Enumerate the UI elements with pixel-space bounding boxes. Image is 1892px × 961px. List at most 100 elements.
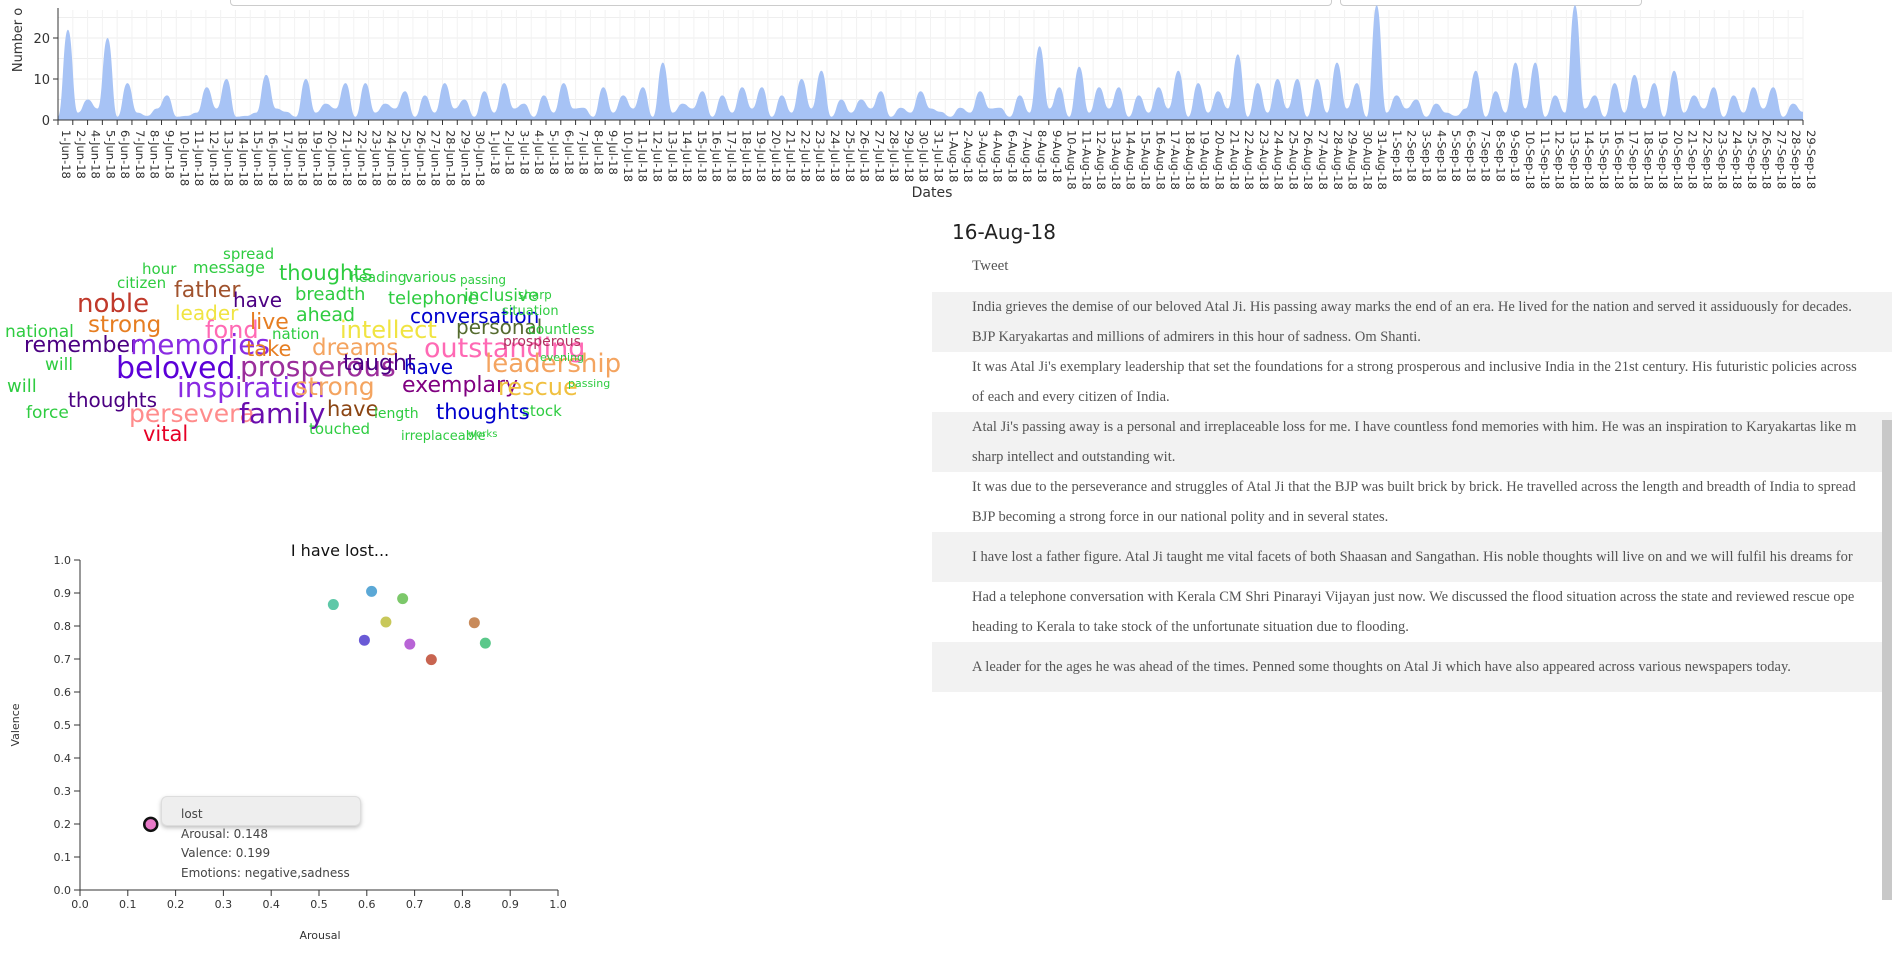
tweet-row[interactable]: I have lost a father figure. Atal Ji tau… <box>932 532 1892 582</box>
word-cloud: spread hour message thoughts citizen father he… <box>0 240 640 470</box>
y-tick-label: 0.2 <box>54 818 72 831</box>
top-toolbar <box>0 0 1892 6</box>
x-tick-label: 21-Jun-18 <box>340 130 354 186</box>
top-input-field[interactable] <box>230 0 1332 6</box>
x-tick-label: 18-Jul-18 <box>739 130 753 182</box>
y-tick-label: 0.5 <box>54 719 72 732</box>
x-tick-label: 24-Sep-18 <box>1730 130 1744 189</box>
x-tick-label: 17-Jun-18 <box>281 130 295 186</box>
tweet-row[interactable]: A leader for the ages he was ahead of th… <box>932 642 1892 692</box>
word-cloud-word: inclusive <box>464 286 539 306</box>
x-tick-label: 7-Sep-18 <box>1479 130 1493 182</box>
x-tick-label: 15-Sep-18 <box>1597 130 1611 189</box>
x-tick-label: 0.3 <box>215 898 233 911</box>
x-tick-label: 13-Aug-18 <box>1109 130 1123 190</box>
word-cloud-word: intellect <box>340 316 437 344</box>
tweet-text-line: It was Atal Ji's exemplary leadership th… <box>972 359 1857 375</box>
x-tick-label: 8-Jul-18 <box>591 130 605 175</box>
x-tick-label: 31-Jul-18 <box>932 130 946 182</box>
x-tick-label: 19-Sep-18 <box>1656 130 1670 189</box>
y-tick-label: 0 <box>42 114 50 129</box>
x-tick-label: 25-Jul-18 <box>843 130 857 182</box>
data-point <box>380 616 392 628</box>
word-cloud-word: conversation <box>410 304 540 328</box>
word-cloud-word: noble <box>77 289 150 319</box>
x-tick-label: 20-Aug-18 <box>1212 130 1226 190</box>
x-tick-label: 11-Jul-18 <box>636 130 650 182</box>
word-cloud-word: strong <box>295 372 375 401</box>
x-tick-label: 5-Sep-18 <box>1449 130 1463 182</box>
tweet-text-line: It was due to the perseverance and strug… <box>972 479 1856 495</box>
x-tick-label: 5-Jul-18 <box>547 130 561 175</box>
y-axis-label: Number o <box>11 8 26 72</box>
tweet-text-line: heading to Kerala to take stock of the u… <box>972 619 1409 635</box>
tweet-row[interactable]: India grieves the demise of our beloved … <box>932 292 1892 352</box>
word-cloud-word: touched <box>309 420 371 438</box>
tweet-row[interactable]: Had a telephone conversation with Kerala… <box>932 582 1892 642</box>
word-cloud-word: national <box>5 322 74 342</box>
word-cloud-word: sharp <box>518 288 552 302</box>
x-tick-label: 30-Jun-18 <box>473 130 487 186</box>
word-cloud-word: remember <box>24 333 140 358</box>
x-tick-label: 17-Jul-18 <box>724 130 738 182</box>
word-cloud-word: passing <box>460 273 507 287</box>
word-cloud-word: evening <box>540 351 585 364</box>
x-tick-label: 13-Jun-18 <box>222 130 236 186</box>
word-cloud-word: heading <box>350 270 407 286</box>
x-tick-label: 28-Sep-18 <box>1789 130 1803 189</box>
x-tick-label: 14-Jun-18 <box>236 130 250 186</box>
x-tick-label: 10-Aug-18 <box>1065 130 1079 190</box>
x-tick-label: 18-Sep-18 <box>1641 130 1655 189</box>
x-tick-label: 8-Jun-18 <box>148 130 162 179</box>
word-cloud-word: outstanding <box>424 333 586 364</box>
x-tick-label: 12-Sep-18 <box>1553 130 1567 189</box>
y-tick-label: 0.4 <box>54 752 72 765</box>
x-tick-label: 25-Aug-18 <box>1286 130 1300 190</box>
word-cloud-word: leadership <box>485 349 622 379</box>
x-tick-label: 1-Jul-18 <box>488 130 502 175</box>
x-tick-label: 4-Aug-18 <box>991 130 1005 182</box>
tweet-row[interactable]: Atal Ji's passing away is a personal and… <box>932 412 1892 472</box>
x-tick-label: 0.9 <box>501 898 519 911</box>
x-tick-label: 14-Aug-18 <box>1124 130 1138 190</box>
x-tick-label: 29-Aug-18 <box>1346 130 1360 190</box>
x-tick-label: 24-Aug-18 <box>1272 130 1286 190</box>
x-tick-label: 26-Jun-18 <box>414 130 428 186</box>
x-axis-label: Dates <box>912 185 953 201</box>
x-tick-label: 24-Jul-18 <box>828 130 842 182</box>
x-tick-label: 29-Jul-18 <box>902 130 916 182</box>
x-tick-label: 11-Jun-18 <box>192 130 206 186</box>
x-tick-label: 0.1 <box>119 898 137 911</box>
tweet-row[interactable]: It was Atal Ji's exemplary leadership th… <box>932 352 1892 412</box>
x-axis-label: Arousal <box>299 929 340 942</box>
x-tick-label: 1-Sep-18 <box>1390 130 1404 182</box>
x-tick-label: 5-Jun-18 <box>103 130 117 179</box>
x-tick-label: 14-Sep-18 <box>1582 130 1596 189</box>
word-cloud-word: memories <box>130 328 271 361</box>
x-tick-label: 2-Jul-18 <box>503 130 517 175</box>
x-tick-label: 23-Jul-18 <box>813 130 827 182</box>
x-tick-label: 27-Jul-18 <box>872 130 886 182</box>
x-tick-label: 30-Aug-18 <box>1360 130 1374 190</box>
word-cloud-word: telephone <box>388 288 479 309</box>
word-cloud-word: breadth <box>295 284 366 305</box>
y-tick-label: 0.8 <box>54 620 72 633</box>
top-select-field[interactable] <box>1340 0 1642 6</box>
x-tick-label: 0.6 <box>358 898 376 911</box>
vertical-scrollbar[interactable] <box>1882 420 1892 900</box>
word-cloud-word: thoughts <box>279 261 373 285</box>
x-tick-label: 11-Sep-18 <box>1538 130 1552 189</box>
tweet-text-line: sharp intellect and outstanding wit. <box>972 449 1176 465</box>
x-tick-label: 0.4 <box>262 898 280 911</box>
word-cloud-word: persevera <box>129 399 255 428</box>
y-tick-label: 0.6 <box>54 686 72 699</box>
tweet-row[interactable]: It was due to the perseverance and strug… <box>932 472 1892 532</box>
data-point <box>327 599 339 611</box>
x-tick-label: 27-Sep-18 <box>1774 130 1788 189</box>
x-tick-label: 12-Jun-18 <box>207 130 221 186</box>
x-tick-label: 15-Jul-18 <box>695 130 709 182</box>
x-tick-label: 28-Aug-18 <box>1331 130 1345 190</box>
tweet-text-line: Atal Ji's passing away is a personal and… <box>972 419 1857 435</box>
word-cloud-word: prosperous <box>240 350 396 383</box>
x-tick-label: 11-Aug-18 <box>1079 130 1093 190</box>
